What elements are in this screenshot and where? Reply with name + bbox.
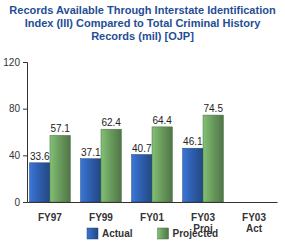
x-tick-label: FY99 bbox=[89, 212, 113, 223]
x-tick: FY97 bbox=[38, 212, 62, 223]
y-tick-label: 120 bbox=[3, 57, 20, 68]
legend-item: Projected bbox=[158, 228, 219, 240]
legend-item: Actual bbox=[87, 228, 133, 240]
x-tick: FY03Act bbox=[242, 212, 266, 234]
bar bbox=[152, 127, 172, 202]
y-tick-mark bbox=[23, 109, 27, 110]
y-tick: 40 bbox=[9, 150, 27, 161]
data-label: 46.1 bbox=[183, 136, 203, 147]
x-axis-line bbox=[28, 202, 278, 203]
y-tick-mark bbox=[23, 62, 27, 63]
bar bbox=[50, 135, 70, 202]
data-label: 33.6 bbox=[30, 151, 50, 162]
x-tick-label-line: FY97 bbox=[38, 212, 62, 223]
y-tick: 0 bbox=[14, 197, 27, 208]
data-label: 40.7 bbox=[132, 143, 152, 154]
x-tick-label-line: FY03 bbox=[242, 212, 266, 223]
x-tick-label-line: FY03 bbox=[191, 212, 215, 223]
data-label: 62.4 bbox=[101, 117, 121, 128]
data-label: 37.1 bbox=[81, 147, 101, 158]
data-label: 57.1 bbox=[50, 123, 70, 134]
title: Records Available Through Interstate Ide… bbox=[9, 4, 276, 42]
y-tick-label: 80 bbox=[9, 103, 21, 114]
x-tick-label-line: FY99 bbox=[89, 212, 113, 223]
y-axis-line bbox=[23, 63, 28, 203]
bars bbox=[30, 115, 224, 202]
y-axis: 0 40 80 120 bbox=[3, 57, 27, 208]
legend-swatch bbox=[158, 228, 169, 239]
x-tick-label: FY97 bbox=[38, 212, 62, 223]
bar bbox=[132, 155, 152, 202]
x-tick-label-line: Act bbox=[246, 223, 263, 234]
bar bbox=[81, 159, 101, 202]
title-line: Records Available Through Interstate Ide… bbox=[9, 4, 276, 16]
y-tick-mark bbox=[23, 202, 27, 203]
y-tick: 80 bbox=[9, 103, 27, 114]
data-label: 74.5 bbox=[203, 103, 223, 114]
bar bbox=[101, 129, 121, 202]
chart: Records Available Through Interstate Ide… bbox=[0, 0, 285, 244]
y-tick-mark bbox=[23, 155, 27, 156]
x-tick-label-line: FY01 bbox=[140, 212, 164, 223]
y-tick-label: 40 bbox=[9, 150, 21, 161]
bar bbox=[30, 163, 50, 202]
legend-swatch bbox=[87, 228, 98, 239]
legend: Actual Projected bbox=[87, 228, 218, 240]
x-axis: FY97FY99FY01FY03ProjFY03Act bbox=[28, 203, 278, 235]
y-tick-label: 0 bbox=[14, 197, 20, 208]
y-tick: 120 bbox=[3, 57, 27, 68]
data-label: 64.4 bbox=[152, 115, 172, 126]
x-tick-label: FY03Act bbox=[242, 212, 266, 234]
legend-label: Actual bbox=[102, 228, 133, 239]
bar bbox=[183, 148, 203, 202]
title-line: Records (mil) [OJP] bbox=[91, 30, 194, 42]
x-tick: FY01 bbox=[140, 212, 164, 223]
bar bbox=[203, 115, 223, 202]
title-line: Index (III) Compared to Total Criminal H… bbox=[25, 17, 262, 29]
x-tick-label: FY01 bbox=[140, 212, 164, 223]
legend-label: Projected bbox=[173, 228, 219, 239]
x-tick: FY99 bbox=[89, 212, 113, 223]
